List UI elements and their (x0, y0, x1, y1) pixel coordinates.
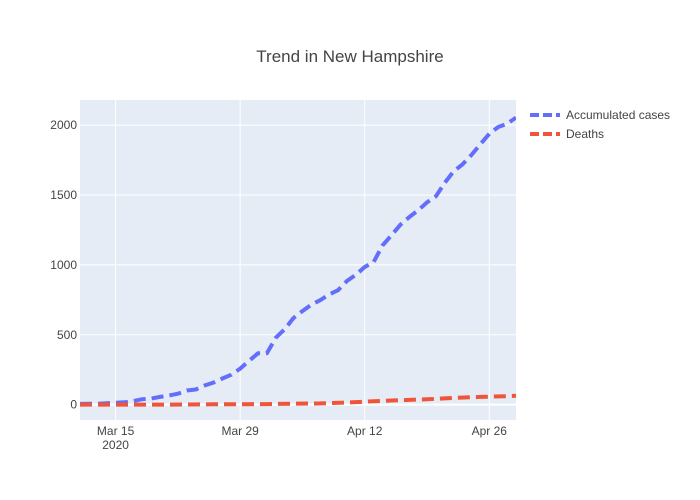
chart-title: Trend in New Hampshire (256, 47, 443, 66)
y-axis-ticks: 0 500 1000 1500 2000 (50, 118, 77, 411)
x-tick-label: Mar 29 (221, 424, 259, 438)
legend-item[interactable]: Deaths (530, 127, 604, 141)
y-tick-label: 2000 (50, 118, 77, 132)
x-tick-label: Mar 15 (97, 424, 135, 438)
y-tick-label: 500 (57, 328, 77, 342)
legend-label: Deaths (566, 127, 604, 141)
legend: Accumulated cases Deaths (530, 108, 670, 141)
x-tick-label: Apr 26 (472, 424, 508, 438)
series-line-accumulated-cases (80, 115, 516, 406)
legend-item[interactable]: Accumulated cases (530, 108, 670, 122)
y-tick-label: 0 (70, 398, 77, 412)
grid-lines (80, 100, 516, 420)
y-tick-label: 1000 (50, 258, 77, 272)
legend-label: Accumulated cases (566, 108, 670, 122)
x-tick-sublabel: 2020 (102, 438, 129, 452)
plot-area (80, 100, 516, 420)
x-tick-label: Apr 12 (347, 424, 383, 438)
y-tick-label: 1500 (50, 188, 77, 202)
series-line-deaths (80, 393, 516, 407)
series-lines (80, 115, 516, 407)
